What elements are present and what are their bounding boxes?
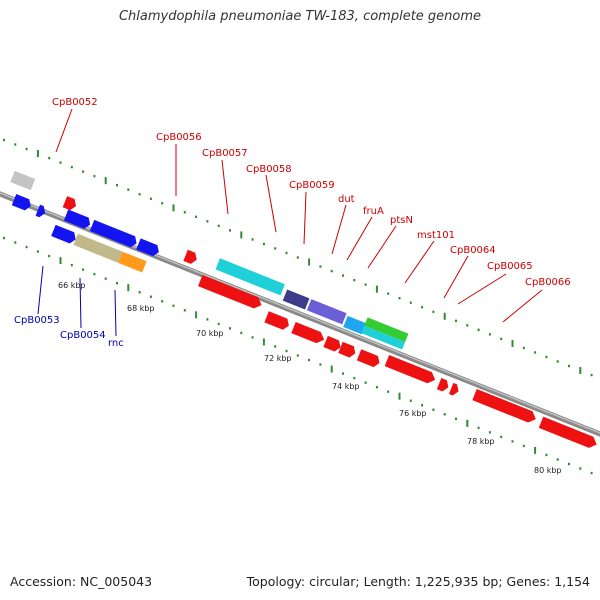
gene-blue-a[interactable] [11,194,33,212]
gene-red-i[interactable] [436,378,451,393]
gene-label-cpb0065[interactable]: CpB0065 [487,261,533,272]
gene-label-frua[interactable]: fruA [363,206,384,217]
gene-label-cpb0064[interactable]: CpB0064 [450,245,496,256]
scale-label-74kbp: 74 kbp [332,382,360,391]
gene-orange[interactable] [118,251,147,273]
gene-label-ptsn[interactable]: ptsN [390,215,413,226]
bottom-label-leaders [37,265,117,337]
lower-tick-row [3,236,593,475]
gene-sky-blue[interactable] [343,315,367,335]
genome-backbone [0,191,600,437]
gene-label-cpb0052[interactable]: CpB0052 [52,97,98,108]
gene-red-l[interactable] [538,416,599,450]
gene-red-j[interactable] [448,382,461,397]
gene-red-h[interactable] [384,355,438,385]
gene-label-cpb0058[interactable]: CpB0058 [246,164,292,175]
gene-red-c[interactable] [264,311,291,331]
gene-slate-blue[interactable] [306,299,347,325]
gene-label-cpb0059[interactable]: CpB0059 [289,180,335,191]
gene-label-dut[interactable]: dut [338,194,355,205]
accession-text: Accession: NC_005043 [10,574,153,589]
bottom-gene-labels: CpB0053 CpB0054 rnc [14,315,124,349]
gene-grey[interactable] [10,170,36,191]
gene-red-f[interactable] [338,341,357,359]
gene-blue-b[interactable] [35,204,48,219]
scale-label-66kbp: 66 kbp [58,281,86,290]
gene-cyan-large[interactable] [215,258,285,296]
top-gene-labels: CpB0052 CpB0056 CpB0057 CpB0058 CpB0059 … [52,97,571,288]
gene-label-cpb0057[interactable]: CpB0057 [202,148,248,159]
scale-label-80kbp: 80 kbp [534,466,562,475]
gene-cyan-small[interactable] [361,325,406,350]
top-label-leaders [55,108,543,323]
gene-label-cpb0053[interactable]: CpB0053 [14,315,60,326]
gene-label-rnc[interactable]: rnc [108,338,124,349]
gene-blue-f[interactable] [51,224,78,245]
upper-tick-row [3,138,593,377]
gene-label-cpb0054[interactable]: CpB0054 [60,330,106,341]
gene-green[interactable] [364,317,409,343]
gene-khaki[interactable] [73,233,123,263]
gene-red-small-b[interactable] [183,249,199,266]
gene-red-g[interactable] [356,349,382,368]
scale-label-76kbp: 76 kbp [399,409,427,418]
map-title: Chlamydophila pneumoniae TW-183, complet… [118,9,482,24]
gene-red-small-a[interactable] [62,196,79,212]
gene-blue-e[interactable] [136,238,161,257]
gene-track [10,170,599,450]
scale-label-72kbp: 72 kbp [264,354,292,363]
gene-red-b[interactable] [198,275,264,311]
gene-red-e[interactable] [323,335,342,353]
gene-dark-indigo[interactable] [282,289,310,310]
gene-red-k[interactable] [472,389,538,425]
gene-label-cpb0056[interactable]: CpB0056 [156,132,202,143]
scale-labels: 66 kbp 68 kbp 70 kbp 72 kbp 74 kbp 76 kb… [58,281,562,475]
scale-label-68kbp: 68 kbp [127,304,155,313]
gene-label-cpb0066[interactable]: CpB0066 [525,277,571,288]
scale-label-70kbp: 70 kbp [196,329,224,338]
scale-label-78kbp: 78 kbp [467,437,495,446]
gene-red-d[interactable] [291,321,326,345]
gene-blue-c[interactable] [63,209,93,230]
genome-summary-text: Topology: circular; Length: 1,225,935 bp… [246,574,590,589]
gene-label-mst101[interactable]: mst101 [417,230,455,241]
gene-blue-d[interactable] [89,219,139,249]
